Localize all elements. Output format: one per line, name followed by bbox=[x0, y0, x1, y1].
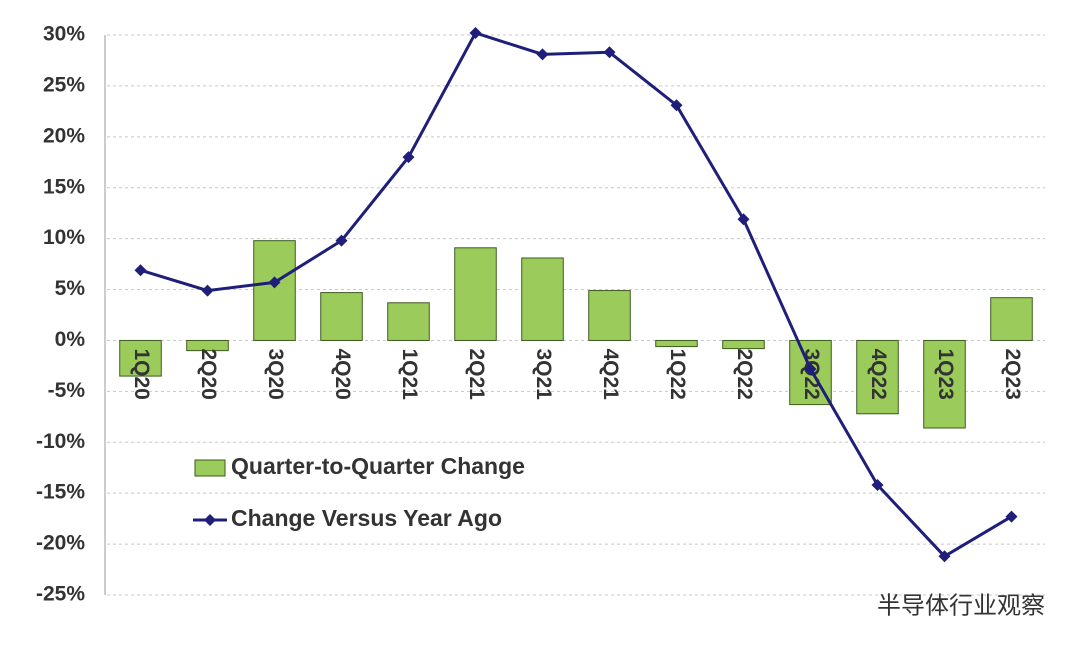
y-tick-label: -20% bbox=[36, 532, 85, 555]
marker bbox=[201, 284, 214, 297]
y-tick-label: 5% bbox=[55, 277, 86, 300]
marker bbox=[469, 26, 482, 39]
x-tick-label: 4Q21 bbox=[599, 348, 622, 400]
bar bbox=[722, 339, 765, 350]
x-tick-label: 3Q20 bbox=[264, 348, 287, 399]
bar bbox=[856, 339, 899, 415]
x-tick-label: 2Q22 bbox=[733, 348, 756, 399]
bar bbox=[923, 339, 966, 429]
marker bbox=[670, 99, 683, 112]
y-tick-label: 25% bbox=[43, 73, 85, 96]
line bbox=[140, 31, 1013, 559]
x-tick-label: 2Q23 bbox=[1001, 348, 1024, 399]
marker bbox=[871, 479, 884, 492]
x-tick-label: 2Q20 bbox=[197, 348, 220, 399]
y-tick-label: 10% bbox=[43, 226, 85, 249]
marker bbox=[335, 234, 348, 247]
legend-label: Quarter-to-Quarter Change bbox=[231, 453, 525, 479]
marker bbox=[268, 276, 281, 289]
marker bbox=[737, 213, 750, 226]
legend-label: Change Versus Year Ago bbox=[231, 505, 502, 531]
bar bbox=[387, 302, 430, 341]
y-tick-label: 15% bbox=[43, 175, 85, 198]
y-tick-label: -5% bbox=[48, 379, 86, 402]
bar bbox=[655, 339, 698, 348]
y-tick-label: -25% bbox=[36, 583, 85, 606]
x-tick-label: 4Q22 bbox=[867, 348, 890, 399]
bar bbox=[186, 339, 229, 352]
bar bbox=[454, 247, 497, 341]
x-tick-label: 1Q22 bbox=[666, 348, 689, 399]
bar bbox=[990, 297, 1033, 341]
marker bbox=[536, 48, 549, 61]
x-tick-label: 2Q21 bbox=[465, 348, 488, 400]
y-tick-label: -10% bbox=[36, 430, 85, 453]
legend-swatch bbox=[194, 459, 226, 477]
bar bbox=[521, 257, 564, 341]
marker bbox=[603, 46, 616, 59]
x-tick-label: 4Q20 bbox=[331, 348, 354, 399]
x-tick-label: 3Q21 bbox=[532, 348, 555, 400]
watermark: 半导体行业观察 bbox=[877, 592, 1045, 619]
marker bbox=[402, 151, 415, 164]
bar bbox=[119, 339, 162, 377]
marker bbox=[134, 264, 147, 277]
y-tick-label: 20% bbox=[43, 124, 85, 147]
y-tick-label: -15% bbox=[36, 481, 85, 504]
marker bbox=[938, 550, 951, 563]
x-tick-label: 1Q20 bbox=[130, 348, 153, 399]
bar bbox=[253, 240, 296, 341]
bar bbox=[588, 290, 631, 341]
legend-swatch bbox=[204, 514, 216, 526]
x-tick-label: 1Q21 bbox=[398, 348, 421, 400]
y-tick-label: 0% bbox=[55, 328, 86, 351]
marker bbox=[1005, 510, 1018, 523]
bar bbox=[320, 292, 363, 341]
y-tick-label: 30% bbox=[43, 23, 85, 46]
marker bbox=[804, 362, 817, 375]
x-tick-label: 1Q23 bbox=[934, 348, 957, 399]
